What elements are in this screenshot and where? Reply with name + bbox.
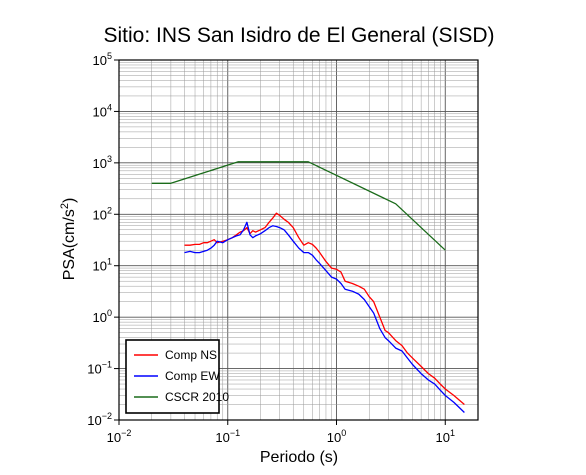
legend-label-comp-ns: Comp NS <box>165 348 217 362</box>
x-tick-label: 10−1 <box>215 428 240 445</box>
y-axis-label-close: ) <box>61 198 78 203</box>
y-axis-label: PSA(cm/s2) <box>59 198 78 281</box>
x-tick-label: 101 <box>436 428 455 445</box>
legend-label-comp-ew: Comp EW <box>165 369 220 383</box>
x-tick-label: 10−2 <box>107 428 132 445</box>
y-tick-label: 102 <box>93 205 112 222</box>
y-tick-label: 104 <box>93 102 112 119</box>
plot-frame <box>118 59 479 421</box>
series-line-cscr-2010 <box>151 161 446 251</box>
x-axis-label: Periodo (s) <box>260 449 338 466</box>
x-tick-label: 100 <box>327 428 346 445</box>
y-tick-label: 10−1 <box>87 360 112 377</box>
y-tick-label: 100 <box>93 308 112 325</box>
y-tick-label: 105 <box>93 51 112 68</box>
legend: Comp NS Comp EW CSCR 2010 <box>125 339 229 414</box>
legend-items: Comp NS Comp EW CSCR 2010 <box>134 348 229 404</box>
series-group <box>151 161 465 413</box>
y-axis-label-superscript: 2 <box>59 203 71 209</box>
axis-ticks: 10−2 10−1 100 101 10−2 10−1 100 101 102 103 104 105 <box>87 51 455 445</box>
y-axis-label-main: PSA(cm/s <box>61 209 78 280</box>
y-tick-label: 10−2 <box>87 411 112 428</box>
y-tick-label: 103 <box>93 154 112 171</box>
chart-title: Sitio: INS San Isidro de El General (SIS… <box>104 24 495 47</box>
series-line-comp-ew <box>184 221 465 413</box>
legend-label-cscr-2010: CSCR 2010 <box>165 390 229 404</box>
y-tick-label: 101 <box>93 257 112 274</box>
